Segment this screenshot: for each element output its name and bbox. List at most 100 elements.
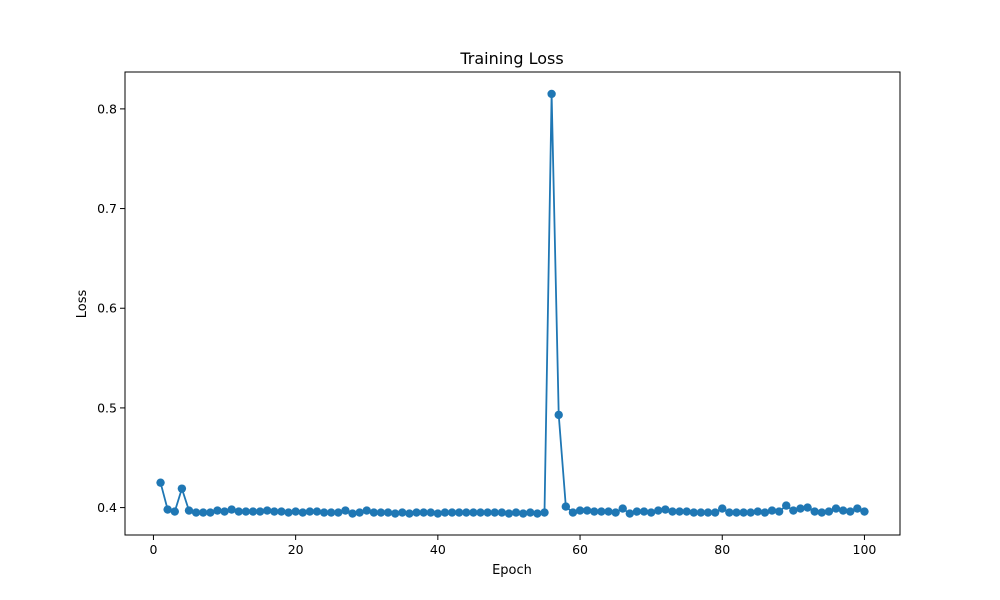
data-point bbox=[341, 506, 350, 515]
data-point bbox=[277, 507, 286, 516]
data-point bbox=[760, 508, 770, 517]
data-point bbox=[213, 506, 222, 515]
data-point bbox=[170, 507, 179, 516]
data-point bbox=[846, 507, 855, 516]
x-tick-label: 100 bbox=[853, 542, 877, 557]
data-point bbox=[526, 508, 535, 517]
y-tick-label: 0.7 bbox=[97, 201, 117, 216]
data-point bbox=[390, 509, 400, 518]
data-point bbox=[831, 504, 841, 513]
data-point bbox=[860, 507, 869, 516]
data-point bbox=[490, 508, 499, 517]
data-point bbox=[255, 507, 265, 516]
plot-area bbox=[124, 71, 901, 536]
data-point bbox=[270, 507, 279, 516]
data-point bbox=[753, 507, 762, 516]
data-point bbox=[398, 508, 407, 517]
data-point bbox=[732, 508, 741, 517]
data-point bbox=[405, 509, 414, 518]
data-point bbox=[718, 504, 727, 513]
data-point bbox=[220, 507, 229, 516]
data-point bbox=[568, 508, 578, 517]
x-tick-label: 60 bbox=[572, 542, 588, 557]
x-tick-label: 0 bbox=[149, 542, 157, 557]
data-point bbox=[774, 507, 784, 516]
data-point bbox=[703, 508, 713, 517]
data-point bbox=[362, 506, 371, 515]
data-point bbox=[383, 508, 393, 517]
data-point bbox=[590, 507, 599, 516]
data-point bbox=[355, 508, 364, 517]
data-point bbox=[646, 508, 656, 517]
data-point bbox=[227, 505, 236, 514]
y-tick-label: 0.8 bbox=[97, 101, 117, 116]
data-point bbox=[454, 508, 464, 517]
data-point bbox=[511, 508, 521, 517]
data-point bbox=[440, 508, 450, 517]
chart-title: Training Loss bbox=[459, 49, 563, 68]
data-point bbox=[326, 508, 336, 517]
data-point bbox=[462, 508, 471, 517]
data-point bbox=[369, 508, 379, 517]
x-tick-label: 40 bbox=[430, 542, 446, 557]
data-point bbox=[177, 484, 187, 493]
data-point bbox=[376, 508, 386, 517]
data-point bbox=[853, 504, 862, 513]
x-tick-label: 20 bbox=[288, 542, 304, 557]
data-point bbox=[739, 508, 748, 517]
y-axis-label: Loss bbox=[75, 290, 90, 319]
data-point bbox=[547, 89, 556, 99]
data-point bbox=[298, 508, 307, 517]
data-point bbox=[540, 508, 549, 517]
data-point bbox=[561, 502, 571, 511]
data-point bbox=[263, 506, 272, 515]
data-point bbox=[796, 504, 805, 513]
data-point bbox=[632, 507, 642, 516]
data-point bbox=[696, 508, 706, 517]
data-point bbox=[234, 507, 243, 516]
data-point bbox=[248, 507, 258, 516]
data-point bbox=[582, 506, 592, 515]
y-tick-label: 0.5 bbox=[97, 400, 117, 415]
data-point bbox=[604, 507, 613, 516]
data-point bbox=[533, 509, 542, 518]
data-point bbox=[199, 508, 208, 517]
data-point bbox=[483, 508, 492, 517]
data-point bbox=[291, 507, 300, 516]
series-line bbox=[159, 93, 865, 515]
plot-frame bbox=[124, 71, 901, 536]
data-point bbox=[817, 508, 826, 517]
data-point bbox=[597, 507, 606, 516]
data-point bbox=[447, 508, 457, 517]
data-point bbox=[412, 508, 421, 517]
data-point bbox=[334, 508, 343, 517]
x-axis: 0 20 40 60 80 100 bbox=[149, 535, 876, 557]
data-point bbox=[789, 506, 798, 515]
data-point bbox=[618, 504, 627, 513]
data-point bbox=[348, 509, 357, 518]
data-point bbox=[163, 505, 172, 514]
y-tick-label: 0.4 bbox=[97, 500, 117, 515]
data-point bbox=[284, 508, 293, 517]
data-point bbox=[639, 507, 649, 516]
data-point bbox=[518, 509, 528, 518]
data-point bbox=[469, 508, 478, 517]
data-point bbox=[497, 508, 507, 517]
data-point bbox=[156, 478, 165, 487]
data-point bbox=[319, 508, 329, 517]
data-point bbox=[554, 410, 563, 420]
data-point bbox=[419, 508, 428, 517]
data-point bbox=[575, 506, 585, 515]
series-layer bbox=[156, 89, 869, 518]
data-point bbox=[725, 508, 734, 517]
y-axis: 0.4 0.5 0.6 0.7 0.8 bbox=[97, 101, 125, 515]
data-point bbox=[312, 507, 322, 516]
data-point bbox=[803, 503, 812, 512]
data-point bbox=[191, 508, 201, 517]
data-point bbox=[184, 506, 194, 515]
data-point bbox=[241, 507, 251, 516]
data-point bbox=[675, 507, 684, 516]
data-point bbox=[504, 509, 514, 518]
data-point bbox=[689, 508, 699, 517]
data-point bbox=[810, 507, 819, 516]
